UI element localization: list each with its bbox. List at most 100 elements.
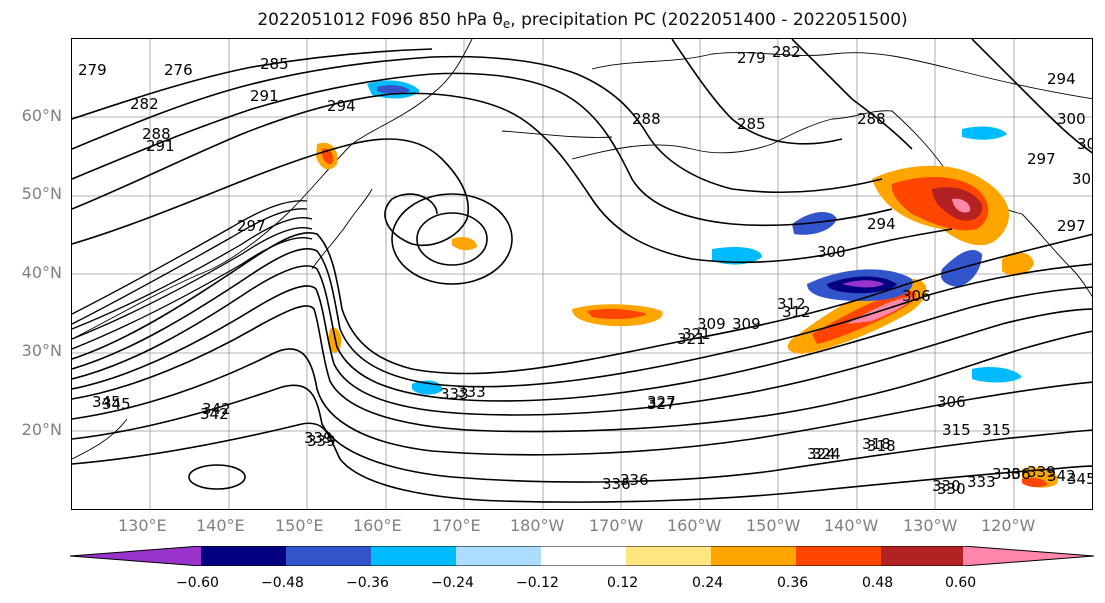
contour-label: 336 bbox=[1002, 465, 1031, 483]
lon-label-170w: 170°W bbox=[589, 516, 644, 535]
colorbar-tick: 0.60 bbox=[945, 575, 977, 591]
colorbar-tick: −0.36 bbox=[346, 575, 389, 591]
lon-label-160w: 160°W bbox=[667, 516, 722, 535]
colorbar-extend-high bbox=[963, 546, 1094, 566]
dense-contours-west bbox=[72, 200, 313, 350]
colorbar-tick: −0.60 bbox=[176, 575, 219, 591]
colorbar-swatch bbox=[626, 546, 711, 566]
contour-label-group: 279 276 285 291 282 288 294 291 297 300 … bbox=[78, 43, 1093, 498]
contour-label: 294 bbox=[327, 97, 356, 115]
colorbar-tick: 0.48 bbox=[862, 575, 894, 591]
colorbar bbox=[70, 546, 1094, 566]
colorbar-tick: −0.12 bbox=[516, 575, 559, 591]
colorbar-swatch bbox=[796, 546, 881, 566]
contour-label: 315 bbox=[982, 421, 1011, 439]
contour-label: 318 bbox=[862, 435, 891, 453]
colorbar-tick: −0.24 bbox=[431, 575, 474, 591]
contour-label: 345 bbox=[92, 393, 121, 411]
contour-label: 333 bbox=[967, 473, 996, 491]
contour-label: 276 bbox=[164, 61, 193, 79]
lat-label-40n: 40°N bbox=[21, 263, 62, 282]
colorbar-swatch bbox=[286, 546, 371, 566]
contour-label: 306 bbox=[937, 393, 966, 411]
lon-label-150e: 150°E bbox=[275, 516, 324, 535]
contour-label: 324 bbox=[812, 445, 841, 463]
contour-label: 297 bbox=[1057, 217, 1086, 235]
colorbar-swatch bbox=[711, 546, 796, 566]
contour-label: 291 bbox=[250, 87, 279, 105]
contour-label: 333 bbox=[457, 383, 486, 401]
contour-label: 330 bbox=[992, 465, 1021, 483]
colorbar-segments bbox=[70, 546, 1094, 566]
contour-label: 330 bbox=[932, 477, 961, 495]
contour-label: 282 bbox=[772, 43, 801, 61]
lon-label-160e: 160°E bbox=[353, 516, 402, 535]
contour-label: 303 bbox=[1072, 170, 1093, 188]
contour-label: 327 bbox=[647, 393, 676, 411]
contour-label: 345 bbox=[102, 395, 131, 413]
contour-label: 297 bbox=[237, 217, 266, 235]
lat-label-20n: 20°N bbox=[21, 420, 62, 439]
contour-label: 285 bbox=[260, 55, 289, 73]
lon-label-130w: 130°W bbox=[903, 516, 958, 535]
colorbar-swatch bbox=[371, 546, 456, 566]
contour-label: 336 bbox=[620, 471, 649, 489]
contour-label: 288 bbox=[857, 110, 886, 128]
contour-label: 309 bbox=[697, 315, 726, 333]
lon-label-140e: 140°E bbox=[196, 516, 245, 535]
lat-label-30n: 30°N bbox=[21, 341, 62, 360]
contour-label: 300 bbox=[817, 243, 846, 261]
closed-contours bbox=[188, 193, 513, 490]
contour-label: 309 bbox=[732, 315, 761, 333]
colorbar-swatch bbox=[881, 546, 963, 566]
contour-label: 339 bbox=[1027, 463, 1056, 481]
contour-label: 312 bbox=[777, 295, 806, 313]
contour-label: 303 bbox=[1077, 135, 1093, 153]
colorbar-swatch bbox=[541, 546, 626, 566]
contour-label: 288 bbox=[632, 110, 661, 128]
theta-e-contours bbox=[72, 39, 1092, 503]
lon-label-150w: 150°W bbox=[746, 516, 801, 535]
contour-label: 294 bbox=[1047, 70, 1076, 88]
contour-label: 330 bbox=[937, 480, 966, 498]
lon-label-130e: 130°E bbox=[118, 516, 167, 535]
lat-label-60n: 60°N bbox=[21, 106, 62, 125]
contour-label: 327 bbox=[647, 395, 676, 413]
contour-label: 342 bbox=[1047, 467, 1076, 485]
contour-label: 312 bbox=[782, 303, 811, 321]
contour-label: 306 bbox=[902, 287, 931, 305]
map-canvas: 279 276 285 291 282 288 294 291 297 300 … bbox=[72, 39, 1093, 509]
contour-label: 345 bbox=[1067, 470, 1093, 488]
lon-label-180w: 180°W bbox=[510, 516, 565, 535]
colorbar-swatch bbox=[456, 546, 541, 566]
contour-label: 300 bbox=[1057, 110, 1086, 128]
lon-label-140w: 140°W bbox=[824, 516, 879, 535]
contour-label: 288 bbox=[142, 125, 171, 143]
contour-label: 315 bbox=[942, 421, 971, 439]
contour-label: 321 bbox=[682, 325, 711, 343]
contour-label: 291 bbox=[146, 137, 175, 155]
contour-label: 336 bbox=[602, 475, 631, 493]
colorbar-tick: 0.36 bbox=[777, 575, 809, 591]
contour-label: 321 bbox=[677, 330, 706, 348]
lon-label-120w: 120°W bbox=[981, 516, 1036, 535]
contour-label: 342 bbox=[202, 400, 231, 418]
lat-label-50n: 50°N bbox=[21, 184, 62, 203]
contour-label: 324 bbox=[807, 445, 836, 463]
contour-label: 285 bbox=[737, 115, 766, 133]
map-title: 2022051012 F096 850 hPa θe, precipitatio… bbox=[257, 10, 908, 31]
contour-label: 282 bbox=[130, 95, 159, 113]
colorbar-tick: −0.48 bbox=[261, 575, 304, 591]
colorbar-extend-low bbox=[70, 546, 201, 566]
colorbar-tick: 0.12 bbox=[607, 575, 639, 591]
contour-label: 279 bbox=[737, 49, 766, 67]
lon-label-170e: 170°E bbox=[432, 516, 481, 535]
colorbar-swatch bbox=[201, 546, 286, 566]
contour-label: 342 bbox=[200, 405, 229, 423]
contour-label: 294 bbox=[867, 215, 896, 233]
contour-label: 333 bbox=[440, 385, 469, 403]
map-panel: 279 276 285 291 282 288 294 291 297 300 … bbox=[71, 38, 1093, 510]
contour-label: 279 bbox=[78, 61, 107, 79]
colorbar-tick: 0.24 bbox=[692, 575, 724, 591]
contour-label: 339 bbox=[307, 432, 336, 450]
